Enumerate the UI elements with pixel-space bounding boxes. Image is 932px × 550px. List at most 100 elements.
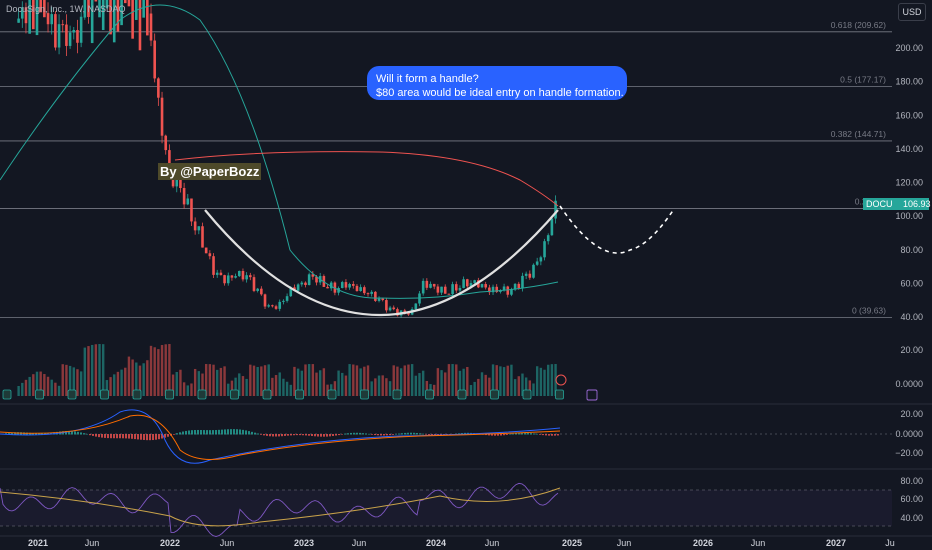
volume-bar bbox=[370, 381, 373, 396]
candle-body bbox=[517, 283, 521, 289]
macd-histogram-bar bbox=[77, 431, 79, 435]
volume-bar bbox=[469, 385, 473, 396]
macd-histogram-bar bbox=[248, 431, 250, 435]
candle-body bbox=[17, 18, 20, 23]
volume-bar bbox=[495, 365, 498, 396]
volume-bar bbox=[521, 373, 524, 396]
macd-histogram-bar bbox=[521, 432, 523, 435]
volume-bar bbox=[543, 369, 546, 396]
macd-histogram-bar bbox=[182, 431, 184, 435]
volume-bar bbox=[256, 366, 259, 396]
macd-histogram-bar bbox=[263, 434, 265, 436]
candle-body bbox=[274, 306, 278, 309]
price-tag-value: 106.93 bbox=[903, 199, 931, 209]
macd-histogram-bar bbox=[353, 432, 355, 435]
candle-body bbox=[374, 291, 377, 301]
macd-histogram-bar bbox=[494, 434, 496, 436]
macd-histogram-bar bbox=[218, 429, 220, 435]
macd-histogram-bar bbox=[173, 434, 175, 435]
volume-bar bbox=[57, 385, 61, 396]
fib-label: 0.5 (177.17) bbox=[840, 74, 886, 84]
macd-histogram-bar bbox=[131, 434, 133, 439]
volume-bar bbox=[120, 369, 123, 396]
volume-bar bbox=[197, 371, 201, 396]
candle-body bbox=[355, 285, 359, 292]
macd-histogram-bar bbox=[338, 434, 340, 436]
candle-body bbox=[138, 0, 142, 51]
volume-bar bbox=[21, 382, 24, 396]
volume-bar bbox=[238, 373, 241, 396]
volume-bar bbox=[260, 366, 263, 396]
macd-histogram-bar bbox=[311, 434, 313, 436]
candle-body bbox=[201, 226, 204, 248]
macd-histogram-bar bbox=[317, 434, 319, 437]
macd-histogram-bar bbox=[215, 430, 217, 435]
candle-body bbox=[112, 0, 116, 43]
macd-histogram-bar bbox=[194, 430, 196, 435]
candle-body bbox=[20, 7, 24, 19]
earnings-marker bbox=[230, 389, 239, 400]
macd-histogram-bar bbox=[110, 434, 112, 439]
candle-body bbox=[348, 283, 351, 288]
dividend-marker bbox=[555, 374, 567, 386]
price-tick-label: 180.00 bbox=[895, 77, 923, 87]
symbol-title: DocuSign, Inc., 1W, NASDAQ bbox=[6, 4, 126, 14]
volume-bar bbox=[381, 375, 384, 396]
volume-bar bbox=[271, 377, 274, 396]
macd-histogram-bar bbox=[245, 430, 247, 435]
volume-bar bbox=[208, 364, 212, 396]
candle-body bbox=[550, 218, 554, 236]
macd-histogram-bar bbox=[299, 434, 301, 436]
time-tick-label: Jun bbox=[220, 538, 235, 548]
macd-histogram-bar bbox=[308, 434, 310, 436]
candle-body bbox=[554, 200, 557, 219]
macd-histogram-bar bbox=[80, 432, 82, 435]
fib-label: 0.618 (209.62) bbox=[831, 20, 886, 30]
candle-body bbox=[109, 0, 112, 35]
time-tick-label: Jun bbox=[352, 538, 367, 548]
macd-histogram-bar bbox=[167, 434, 169, 437]
earnings-marker bbox=[490, 389, 499, 400]
volume-bar bbox=[462, 368, 465, 396]
volume-bar bbox=[90, 344, 94, 396]
volume-bar bbox=[131, 359, 134, 396]
time-tick-label: Jun bbox=[617, 538, 632, 548]
macd-histogram-bar bbox=[386, 434, 388, 436]
macd-histogram-bar bbox=[5, 433, 7, 435]
macd-histogram-bar bbox=[326, 434, 328, 437]
candle-body bbox=[215, 272, 219, 275]
macd-histogram-bar bbox=[239, 429, 241, 435]
volume-bar bbox=[72, 367, 75, 396]
macd-line bbox=[0, 409, 561, 464]
fibonacci-levels: 0.618 (209.62) 0.5 (177.17) 0.382 (144.71)… bbox=[0, 20, 892, 319]
macd-histogram-bar bbox=[296, 434, 298, 436]
volume-bar bbox=[212, 364, 215, 396]
candle-body bbox=[87, 0, 90, 17]
candle-body bbox=[24, 7, 28, 24]
candle-body bbox=[307, 274, 311, 285]
macd-histogram-bar bbox=[380, 434, 382, 436]
volume-bar bbox=[488, 377, 491, 396]
candle-body bbox=[388, 307, 392, 311]
note-line-2: $80 area would be ideal entry on handle … bbox=[376, 87, 624, 99]
currency-button[interactable]: USD bbox=[898, 3, 926, 21]
volume-bar bbox=[473, 381, 476, 396]
note-line-1: Will it form a handle? bbox=[376, 73, 479, 85]
candle-body bbox=[256, 288, 259, 291]
macd-histogram-bar bbox=[527, 432, 529, 435]
price-axis: 200.00 180.00 160.00 140.00 120.00 100.00 80.0… bbox=[895, 43, 923, 523]
macd-histogram-bar bbox=[206, 430, 208, 435]
macd-histogram-bar bbox=[68, 430, 70, 435]
volume-bar bbox=[359, 368, 362, 396]
macd-histogram-bar bbox=[227, 429, 229, 435]
volume-bar bbox=[241, 376, 245, 396]
volume-bar bbox=[304, 364, 307, 396]
candle-body bbox=[72, 29, 76, 33]
candle-body bbox=[495, 286, 499, 292]
candle-body bbox=[263, 294, 267, 307]
macd-histogram-bar bbox=[518, 432, 520, 435]
candle-body bbox=[208, 253, 212, 257]
volume-bar bbox=[204, 364, 208, 396]
macd-histogram-bar bbox=[404, 432, 406, 435]
